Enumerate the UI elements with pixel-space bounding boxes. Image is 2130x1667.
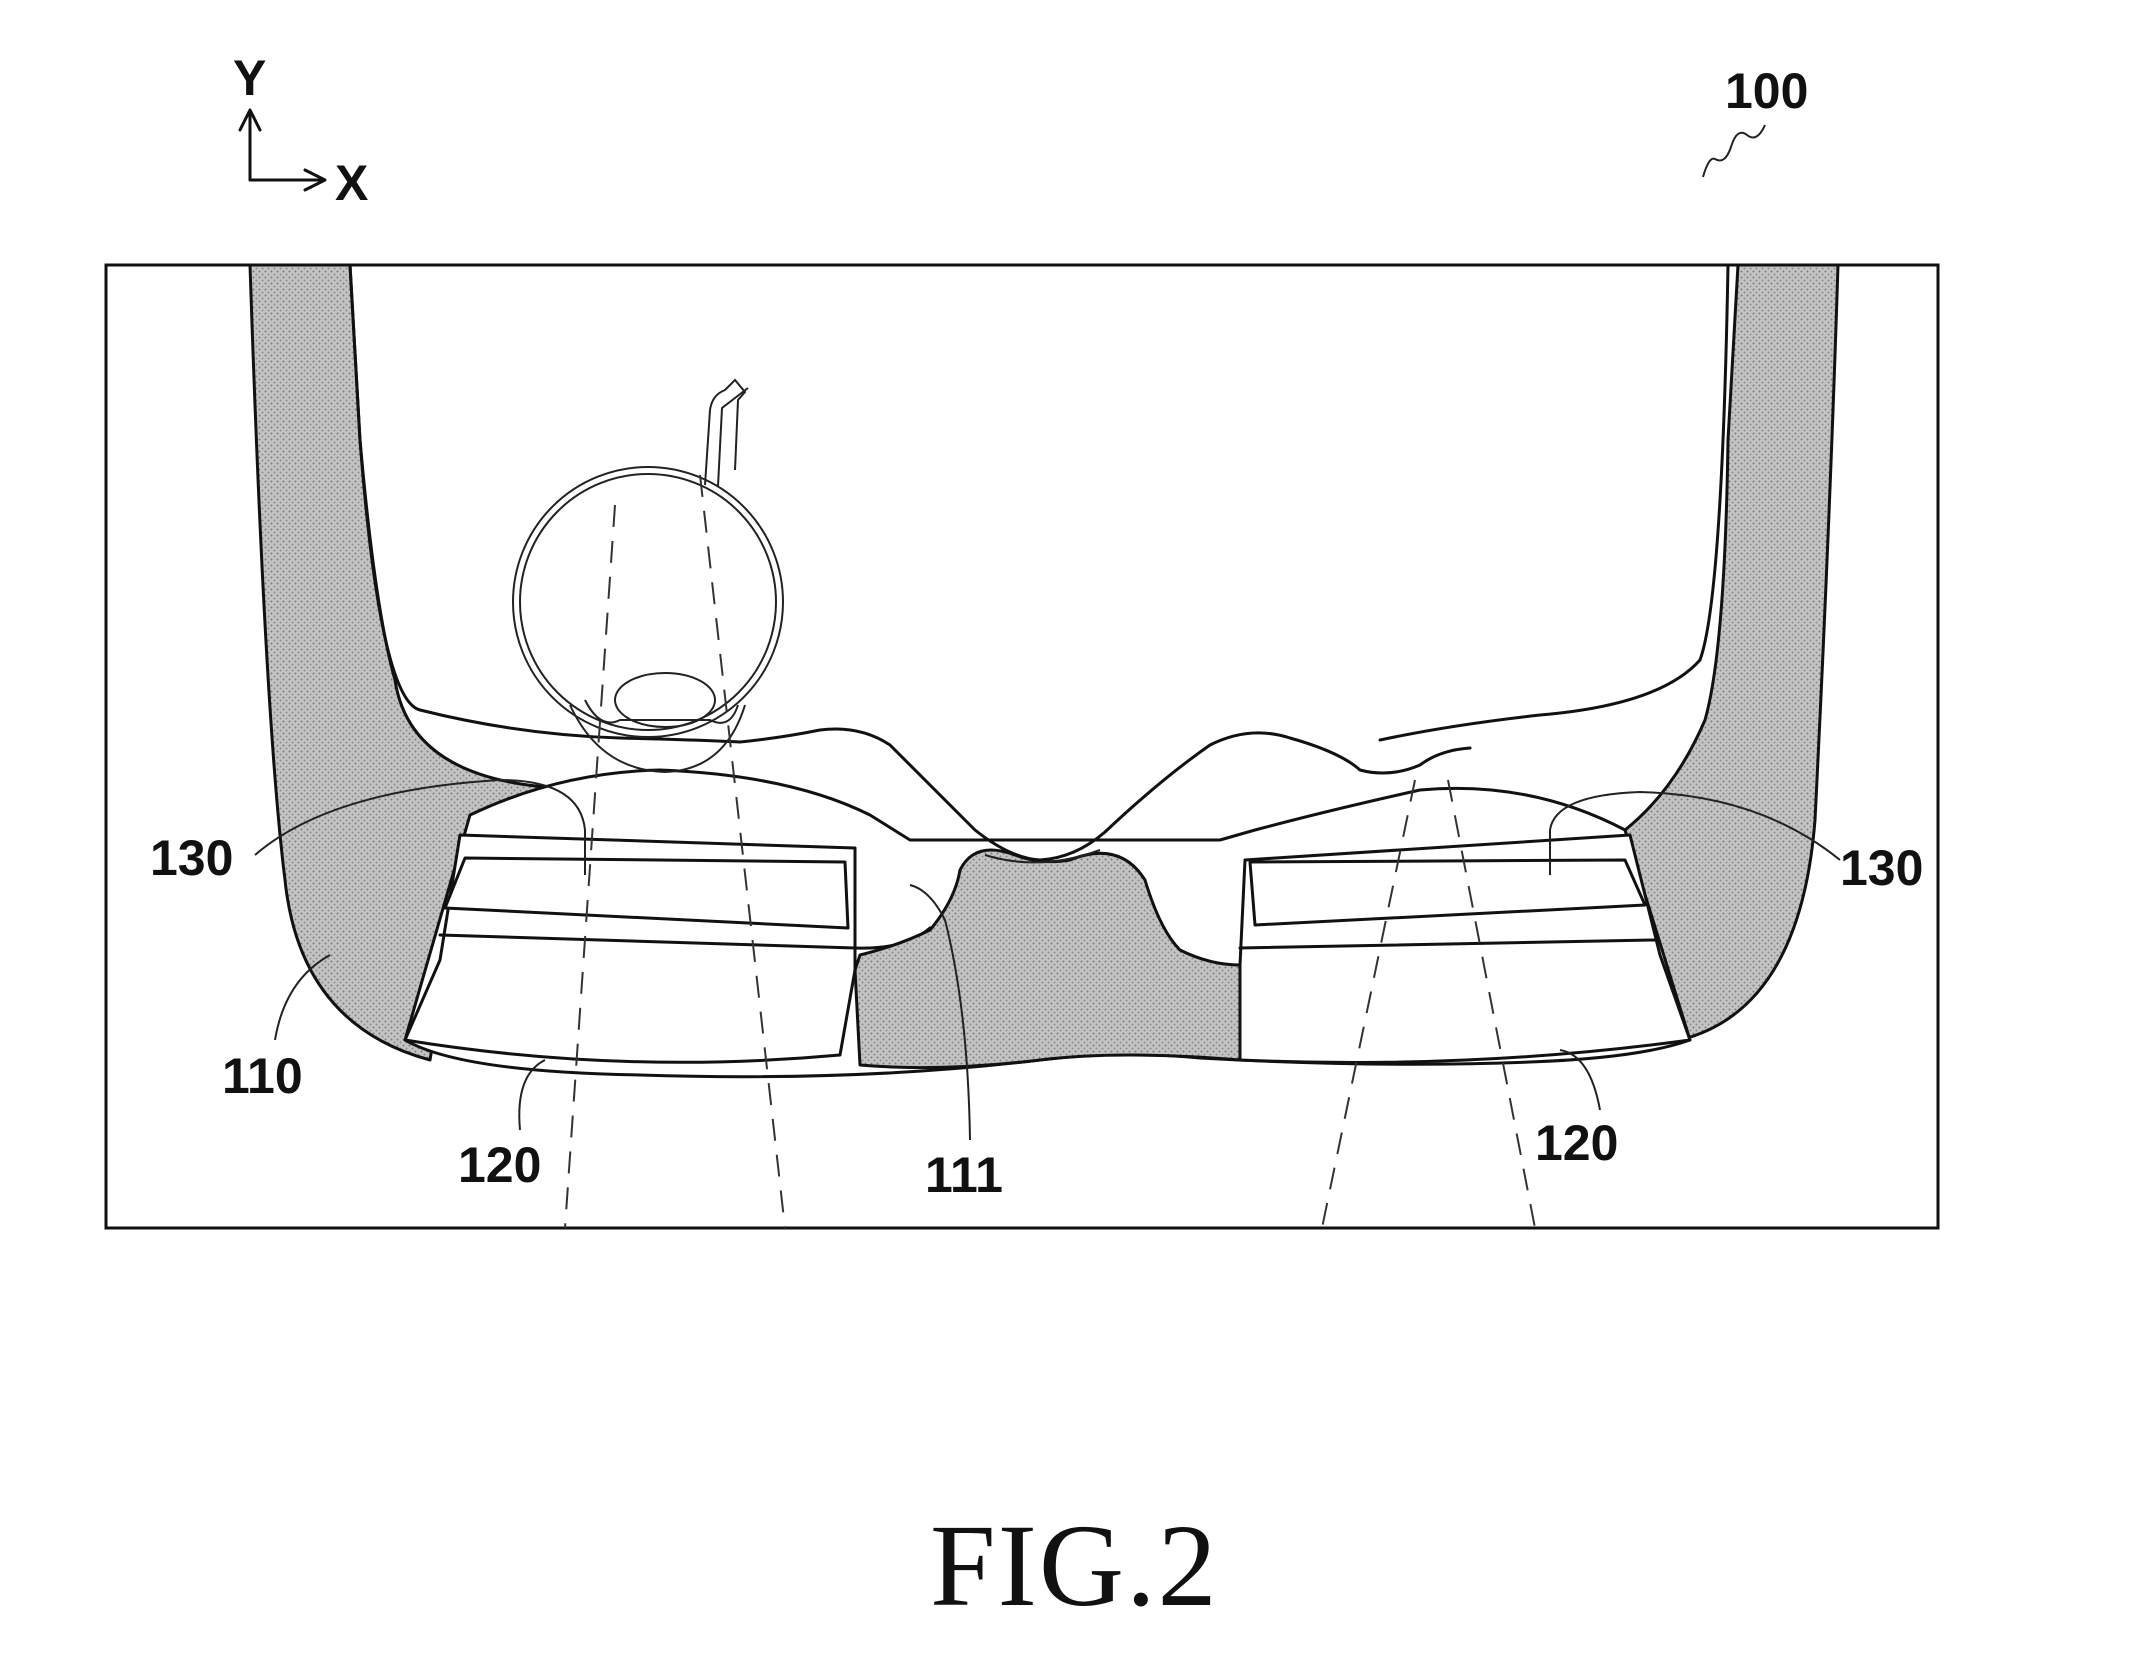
- x-axis-label: X: [335, 155, 368, 211]
- eyeball-diagram: [513, 380, 783, 772]
- optic-nerve-inner: [718, 388, 748, 486]
- face-contour-right: [1380, 265, 1728, 740]
- eyeball-outer: [513, 467, 783, 737]
- label-frame: 110: [222, 1048, 303, 1104]
- label-lens-right: 120: [1535, 1115, 1618, 1171]
- label-light-guide-left: 130: [150, 830, 233, 886]
- face-contour: [350, 265, 740, 742]
- y-axis-label: Y: [233, 50, 266, 106]
- eye-lens: [615, 673, 715, 727]
- eyeball-inner: [520, 474, 776, 730]
- label-nose-bridge: 111: [925, 1147, 1003, 1203]
- figure-caption: FIG.2: [930, 1500, 1219, 1631]
- reference-squiggle: [1703, 125, 1765, 177]
- label-light-guide-right: 130: [1840, 840, 1923, 896]
- frame-body-right: [1625, 265, 1838, 1040]
- reference-numeral-group: 100: [1703, 63, 1808, 177]
- reference-numeral: 100: [1725, 63, 1808, 119]
- coordinate-axes: Y X: [233, 50, 368, 211]
- label-lens-left: 120: [458, 1137, 541, 1193]
